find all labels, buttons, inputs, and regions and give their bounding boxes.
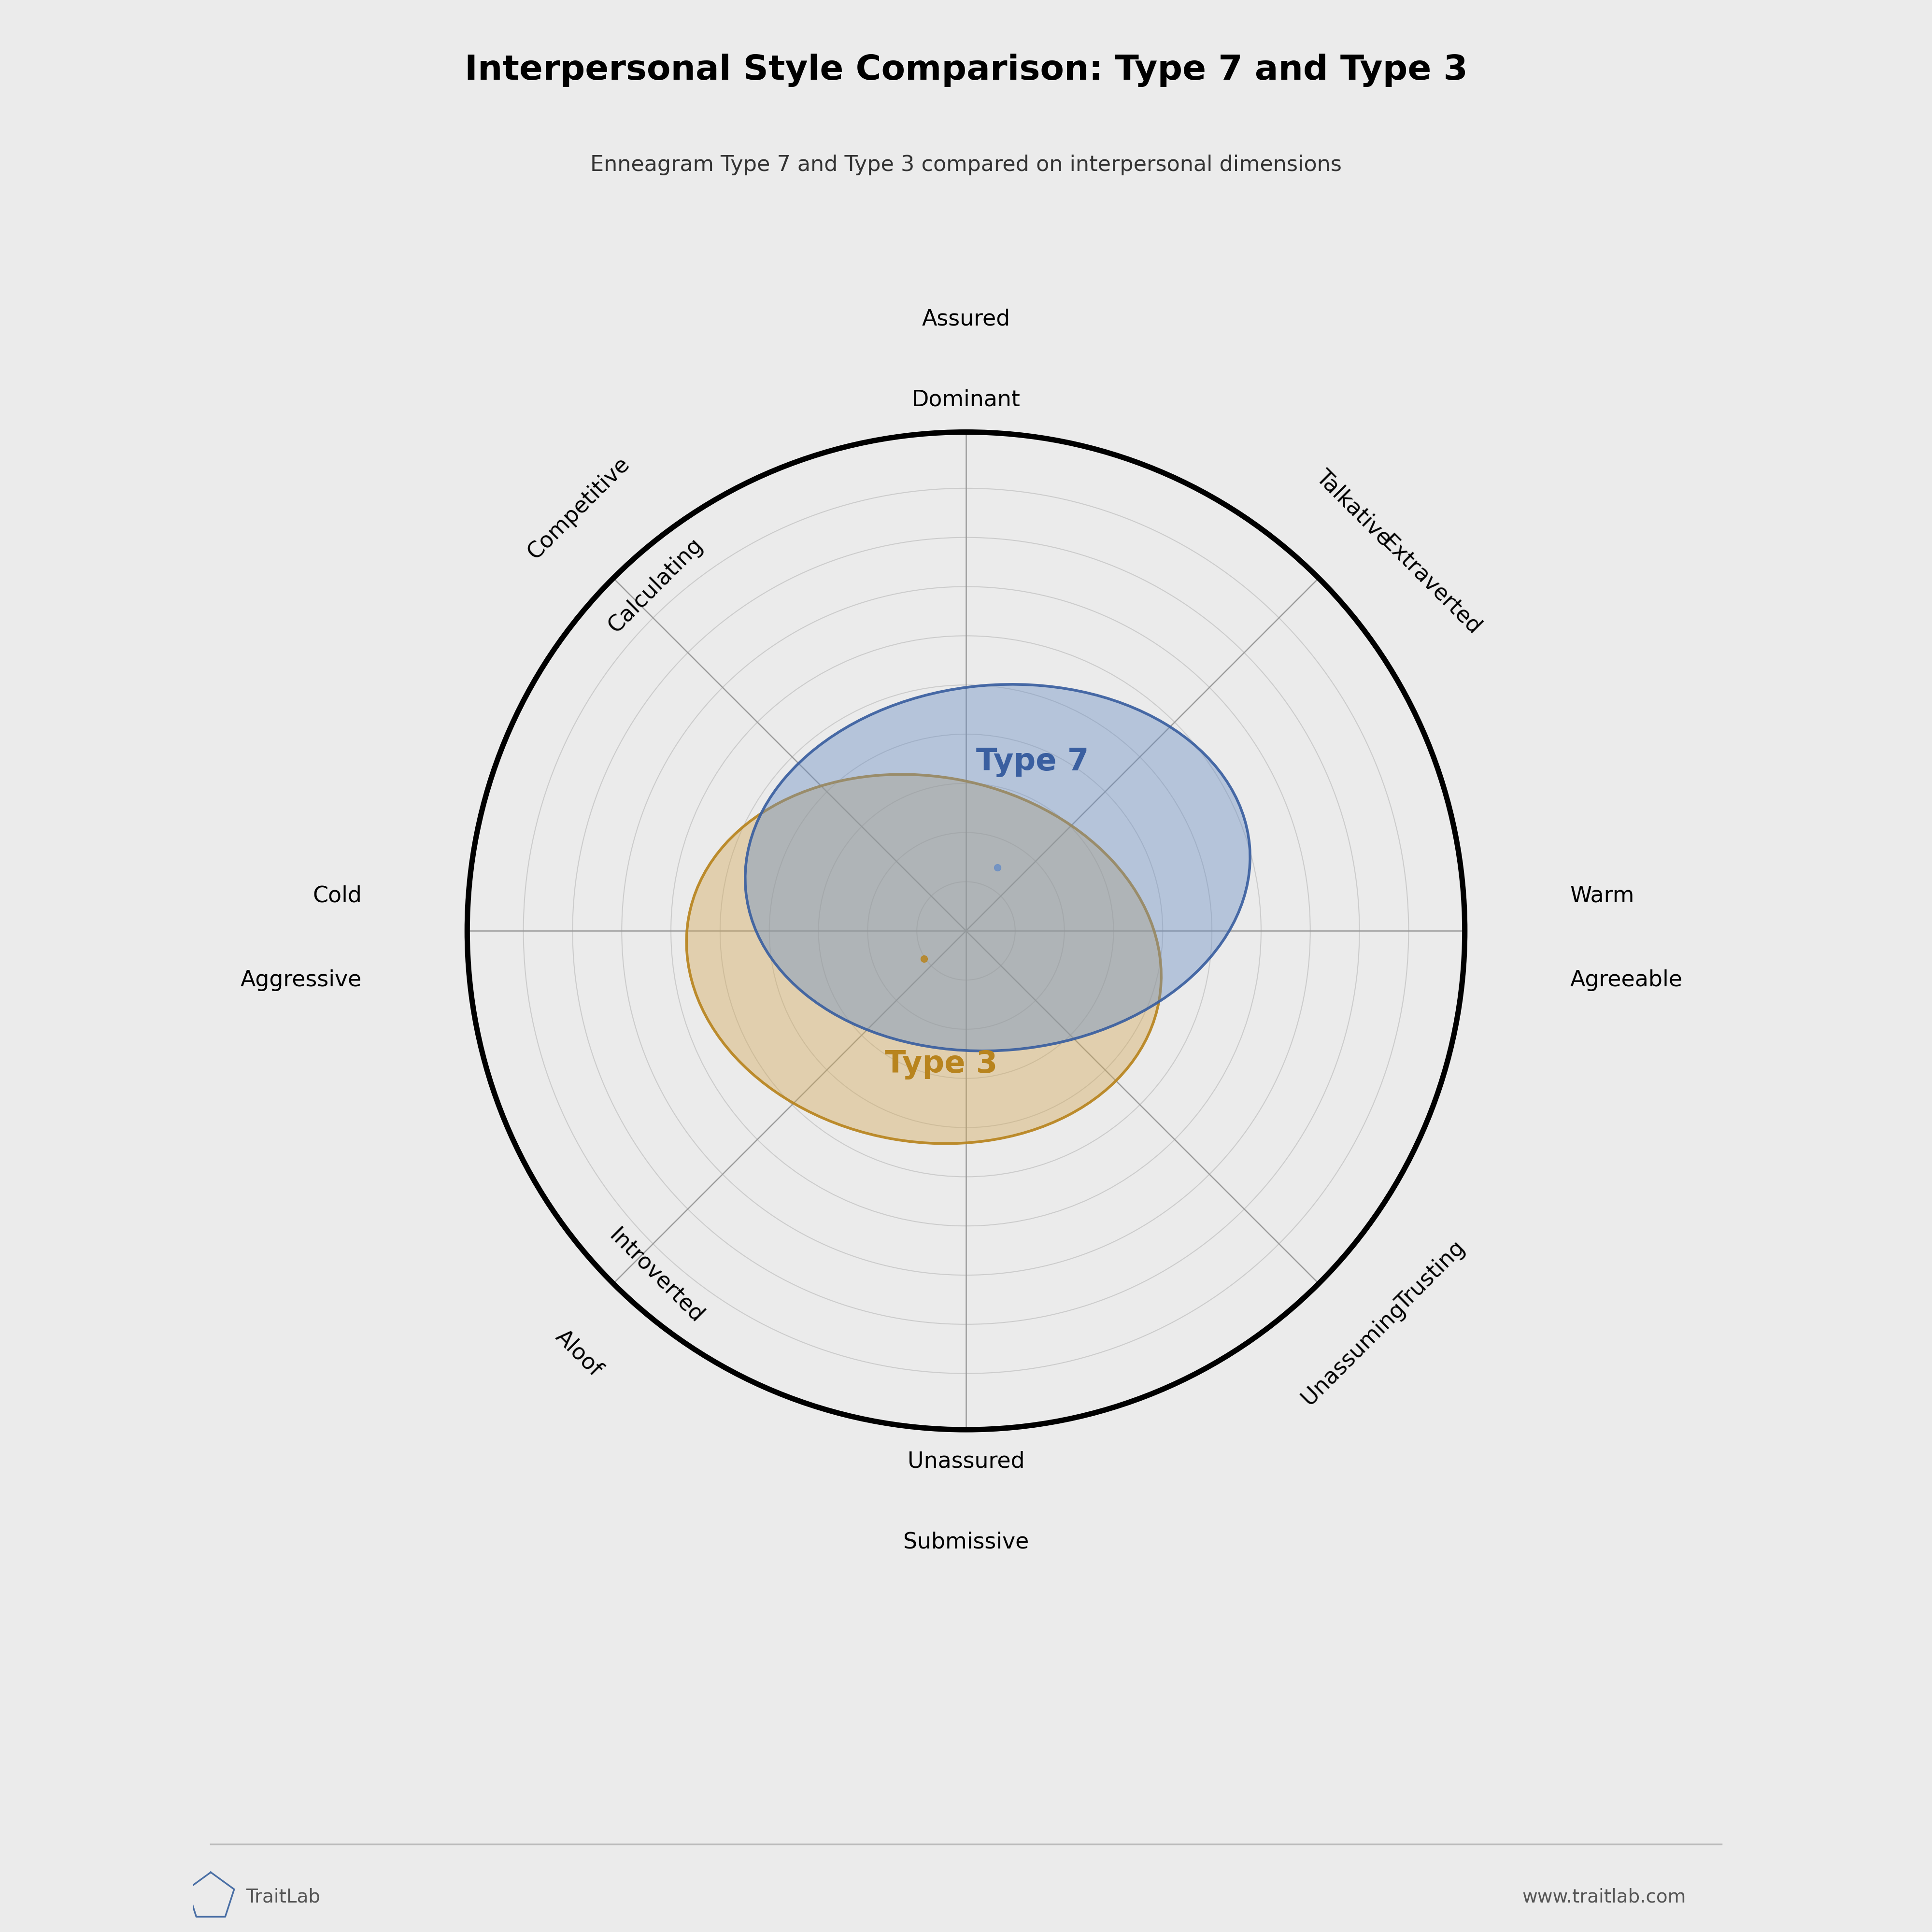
Text: Competitive: Competitive [524,452,634,564]
Text: Cold: Cold [313,885,361,906]
Text: Type 7: Type 7 [976,748,1090,777]
Text: Unassuming: Unassuming [1298,1298,1410,1410]
Text: Calculating: Calculating [605,533,707,638]
Text: Extraverted: Extraverted [1378,531,1484,639]
Text: Talkative: Talkative [1312,466,1395,551]
Text: Warm: Warm [1571,885,1634,906]
Text: TraitLab: TraitLab [245,1888,321,1907]
Text: Aggressive: Aggressive [240,970,361,991]
Ellipse shape [686,775,1161,1144]
Text: Trusting: Trusting [1393,1238,1470,1316]
Text: Type 3: Type 3 [885,1049,997,1080]
Text: Unassured: Unassured [908,1451,1024,1472]
Text: www.traitlab.com: www.traitlab.com [1522,1888,1687,1907]
Ellipse shape [746,684,1250,1051]
Text: Dominant: Dominant [912,388,1020,412]
Text: Agreeable: Agreeable [1571,970,1683,991]
Text: Enneagram Type 7 and Type 3 compared on interpersonal dimensions: Enneagram Type 7 and Type 3 compared on … [591,155,1341,176]
Text: Introverted: Introverted [605,1225,707,1327]
Text: Submissive: Submissive [902,1532,1030,1553]
Text: Interpersonal Style Comparison: Type 7 and Type 3: Interpersonal Style Comparison: Type 7 a… [464,54,1468,87]
Text: Assured: Assured [922,309,1010,330]
Text: Aloof: Aloof [551,1325,607,1381]
